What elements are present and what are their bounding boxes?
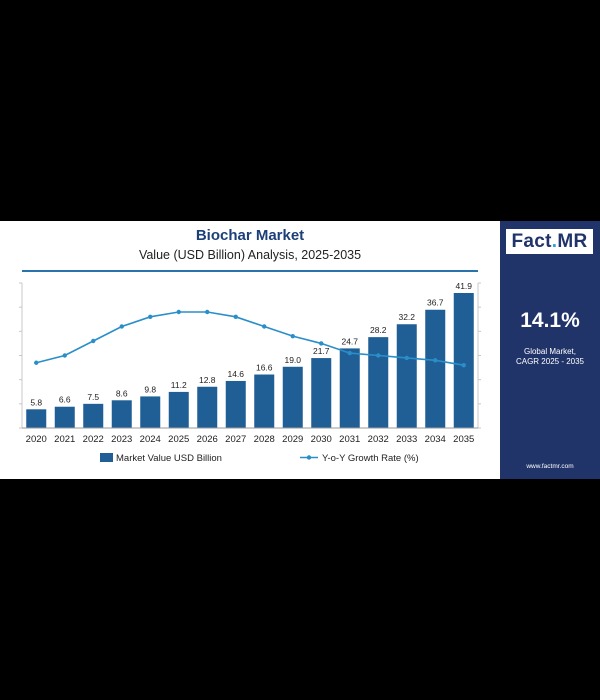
growth-rate-line <box>36 311 464 366</box>
growth-rate-point <box>119 324 124 329</box>
bar <box>453 292 474 428</box>
growth-rate-point <box>376 353 381 358</box>
bar <box>396 324 417 428</box>
x-tick-label: 2032 <box>368 434 389 445</box>
legend-label-growth: Y-o-Y Growth Rate (%) <box>322 453 419 464</box>
bar-value-label: 16.6 <box>256 363 273 373</box>
logo-suffix: MR <box>557 231 588 252</box>
bar <box>254 374 275 428</box>
bar <box>425 309 446 428</box>
bar <box>197 386 218 428</box>
bar <box>111 400 132 428</box>
x-tick-label: 2028 <box>254 434 275 445</box>
growth-rate-point <box>461 362 466 368</box>
growth-rate-point <box>34 360 39 365</box>
bar-value-label: 36.7 <box>427 298 444 308</box>
chart-panel: Biochar Market Value (USD Billion) Analy… <box>0 221 500 479</box>
bar-value-label: 28.2 <box>370 325 387 335</box>
chart-plot: 5.8 2020 6.6 2021 7.5 2022 8.6 2023 9.8 2024 11.2 2… <box>19 281 481 464</box>
bar-value-label: 41.9 <box>455 281 472 291</box>
growth-rate-point <box>319 341 324 346</box>
brand-sidebar: Fact.MR 14.1% Global Market, CAGR 2025 -… <box>500 221 600 479</box>
cagr-value: 14.1% <box>520 309 580 332</box>
bar-value-label: 8.6 <box>116 388 128 398</box>
growth-rate-point <box>233 314 238 320</box>
x-tick-label: 2030 <box>311 434 332 445</box>
x-tick-label: 2025 <box>168 434 189 445</box>
x-tick-label: 2033 <box>396 434 417 445</box>
bar-value-label: 21.7 <box>313 346 330 356</box>
growth-rate-point <box>176 309 181 315</box>
cagr-label-line1: Global Market, <box>523 347 577 356</box>
bar-value-label: 19.0 <box>284 355 301 365</box>
bar-value-label: 9.8 <box>144 384 156 394</box>
x-tick-label: 2035 <box>453 434 474 445</box>
growth-rate-point <box>347 350 352 356</box>
x-tick-label: 2021 <box>54 434 75 445</box>
growth-rate-point <box>290 333 295 339</box>
x-tick-label: 2022 <box>83 434 104 445</box>
infographic-card: Biochar Market Value (USD Billion) Analy… <box>0 221 600 479</box>
bar <box>83 403 104 428</box>
x-tick-label: 2024 <box>140 434 161 445</box>
title-divider <box>22 270 478 272</box>
growth-rate-point <box>62 353 67 358</box>
x-tick-label: 2023 <box>111 434 132 445</box>
logo-dot: . <box>551 231 558 252</box>
legend-label-bars: Market Value USD Billion <box>116 453 222 464</box>
x-tick-label: 2020 <box>26 434 47 445</box>
factmr-logo: Fact.MR <box>506 229 593 254</box>
bar <box>26 409 47 428</box>
legend-swatch-bars <box>100 453 113 462</box>
bar-value-label: 6.6 <box>59 395 71 405</box>
bar <box>225 380 246 428</box>
growth-rate-point <box>404 355 409 361</box>
x-tick-label: 2029 <box>282 434 303 445</box>
bar <box>368 337 389 428</box>
bar <box>140 396 161 428</box>
bar <box>54 406 75 428</box>
x-tick-label: 2026 <box>197 434 218 445</box>
bar-value-label: 32.2 <box>398 312 415 322</box>
growth-rate-point <box>262 324 267 329</box>
cagr-label-line2: CAGR 2025 - 2035 <box>515 357 585 366</box>
growth-rate-point <box>148 314 153 320</box>
bar-value-label: 12.8 <box>199 375 216 385</box>
growth-rate-point <box>91 338 96 344</box>
legend-marker-growth <box>306 455 312 460</box>
bar-value-label: 11.2 <box>171 380 187 390</box>
bar <box>311 358 332 428</box>
x-tick-label: 2034 <box>425 434 446 445</box>
bar-value-label: 5.8 <box>30 397 42 407</box>
growth-rate-point <box>205 309 210 315</box>
bar <box>168 391 189 428</box>
bar-value-label: 24.7 <box>341 336 358 346</box>
chart-subtitle: Value (USD Billion) Analysis, 2025-2035 <box>138 248 362 262</box>
bar-value-label: 14.6 <box>227 369 244 379</box>
x-tick-label: 2027 <box>225 434 246 445</box>
chart-title: Biochar Market <box>195 227 305 244</box>
growth-rate-point <box>433 358 438 363</box>
bar <box>339 348 360 428</box>
logo-text: Fact <box>511 231 552 252</box>
website-link[interactable]: www.factmr.com <box>526 463 574 470</box>
x-tick-label: 2031 <box>339 434 360 445</box>
bar <box>282 366 303 428</box>
bar-value-label: 7.5 <box>87 392 99 402</box>
